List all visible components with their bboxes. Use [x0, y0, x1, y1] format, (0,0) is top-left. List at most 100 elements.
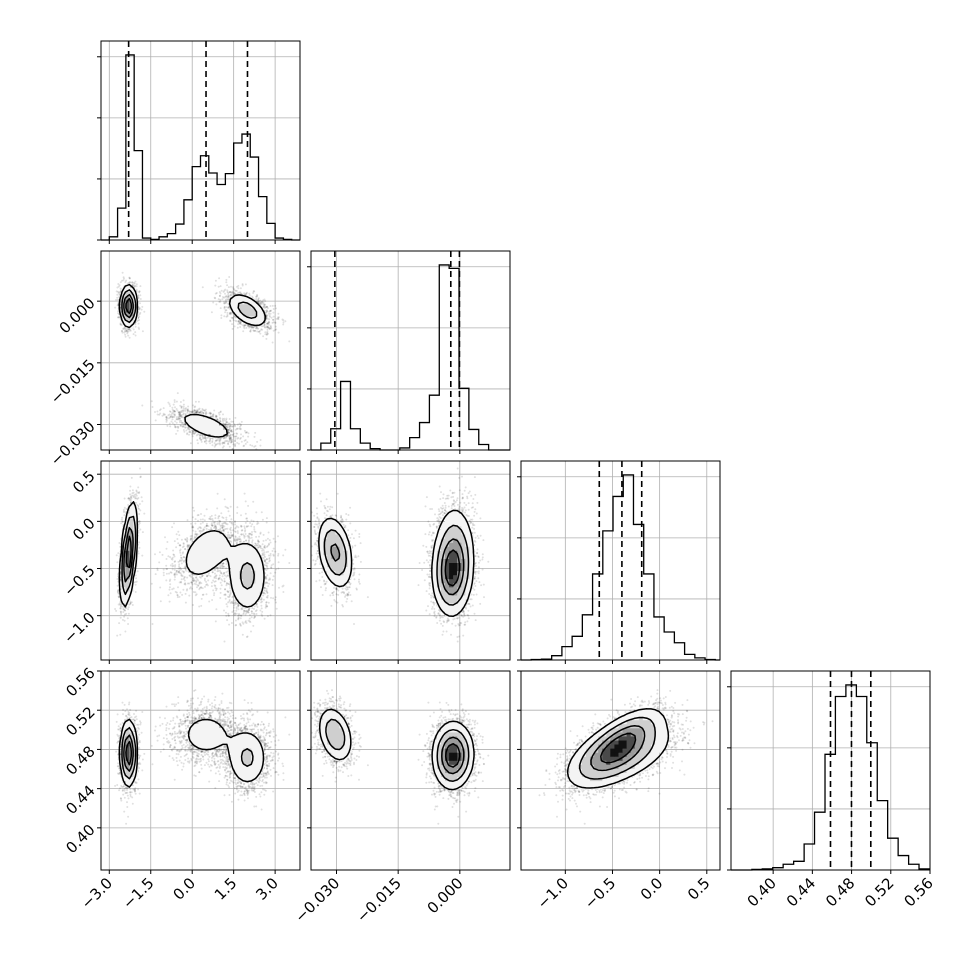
sample-point: [251, 326, 254, 329]
x-tick-label: 0.56: [900, 874, 936, 910]
sample-point: [154, 419, 157, 422]
sample-point: [192, 430, 194, 433]
y-tick-label: −1.0: [60, 609, 98, 647]
sample-point: [137, 326, 140, 329]
sample-point: [209, 442, 212, 445]
sample-point: [122, 328, 125, 330]
sample-point: [228, 306, 230, 309]
sample-point: [225, 421, 228, 424]
sample-point: [262, 299, 265, 302]
sample-point: [118, 291, 121, 294]
sample-point: [223, 289, 226, 292]
sample-point: [237, 284, 240, 287]
density-cell: [129, 320, 134, 325]
sample-point: [161, 414, 164, 417]
sample-point: [192, 404, 195, 407]
sample-point: [247, 525, 250, 528]
sample-point: [177, 417, 180, 420]
sample-point: [141, 305, 144, 308]
sample-point: [199, 411, 202, 414]
sample-point: [125, 330, 128, 333]
density-cell: [231, 295, 236, 301]
sample-point: [215, 303, 218, 306]
sample-point: [176, 392, 179, 395]
sample-point: [205, 438, 207, 441]
sample-point: [223, 572, 226, 575]
sample-point: [182, 403, 185, 406]
density-cell: [129, 299, 134, 305]
sample-point: [194, 409, 197, 412]
sample-point: [181, 409, 184, 412]
sample-point: [186, 433, 189, 436]
sample-point: [184, 414, 187, 417]
sample-point: [168, 417, 170, 420]
sample-point: [228, 436, 231, 439]
sample-point: [187, 405, 190, 408]
y-tick-label: −0.030: [47, 417, 99, 469]
sample-point: [266, 322, 269, 325]
sample-point: [143, 310, 146, 313]
sample-point: [230, 441, 232, 444]
sample-point: [243, 444, 246, 447]
sample-point: [133, 282, 136, 285]
sample-point: [224, 422, 227, 425]
sample-point: [231, 433, 234, 436]
sample-point: [169, 415, 172, 418]
sample-point: [229, 320, 232, 323]
sample-point: [272, 315, 275, 318]
sample-point: [173, 401, 176, 403]
sample-point: [236, 285, 238, 288]
sample-point: [119, 306, 122, 309]
sample-point: [272, 318, 275, 321]
sample-point: [232, 420, 235, 423]
sample-point: [265, 337, 268, 340]
sample-point: [218, 439, 221, 442]
sample-point: [266, 325, 269, 328]
sample-point: [117, 316, 120, 319]
sample-point: [158, 551, 161, 554]
sample-point: [211, 415, 214, 418]
sample-point: [268, 327, 271, 330]
sample-point: [179, 401, 182, 403]
scatter-panel-p0-p2: −1.0−0.50.00.5: [60, 460, 301, 664]
sample-point: [247, 432, 250, 435]
density-cell: [247, 303, 252, 309]
sample-point: [243, 292, 246, 295]
sample-point: [246, 431, 248, 434]
sample-point: [267, 322, 270, 324]
sample-point: [244, 324, 246, 327]
sample-point: [266, 326, 269, 329]
sample-point: [124, 333, 127, 336]
sample-point: [265, 322, 268, 325]
sample-point: [227, 428, 230, 431]
sample-point: [231, 439, 234, 441]
sample-point: [134, 323, 137, 326]
sample-point: [234, 292, 237, 295]
sample-point: [192, 409, 195, 412]
sample-point: [252, 290, 255, 293]
sample-point: [252, 329, 255, 332]
sample-point: [201, 408, 204, 410]
sample-point: [186, 410, 189, 413]
sample-point: [226, 426, 229, 429]
density-cell: [259, 316, 264, 321]
sample-point: [231, 327, 234, 330]
sample-point: [231, 292, 234, 295]
sample-point: [184, 423, 187, 426]
sample-point: [170, 420, 173, 423]
sample-point: [124, 335, 127, 338]
sample-point: [184, 547, 187, 550]
sample-point: [180, 405, 183, 408]
sample-point: [235, 289, 238, 292]
sample-point: [116, 293, 119, 296]
sample-point: [229, 435, 232, 438]
sample-point: [169, 415, 172, 418]
density-cell: [190, 417, 195, 422]
sample-point: [173, 423, 176, 426]
sample-point: [192, 429, 195, 432]
density-cell: [235, 295, 240, 301]
sample-point: [195, 411, 198, 414]
density-cell: [255, 307, 260, 313]
sample-point: [150, 400, 153, 403]
density-cell: [194, 425, 199, 431]
